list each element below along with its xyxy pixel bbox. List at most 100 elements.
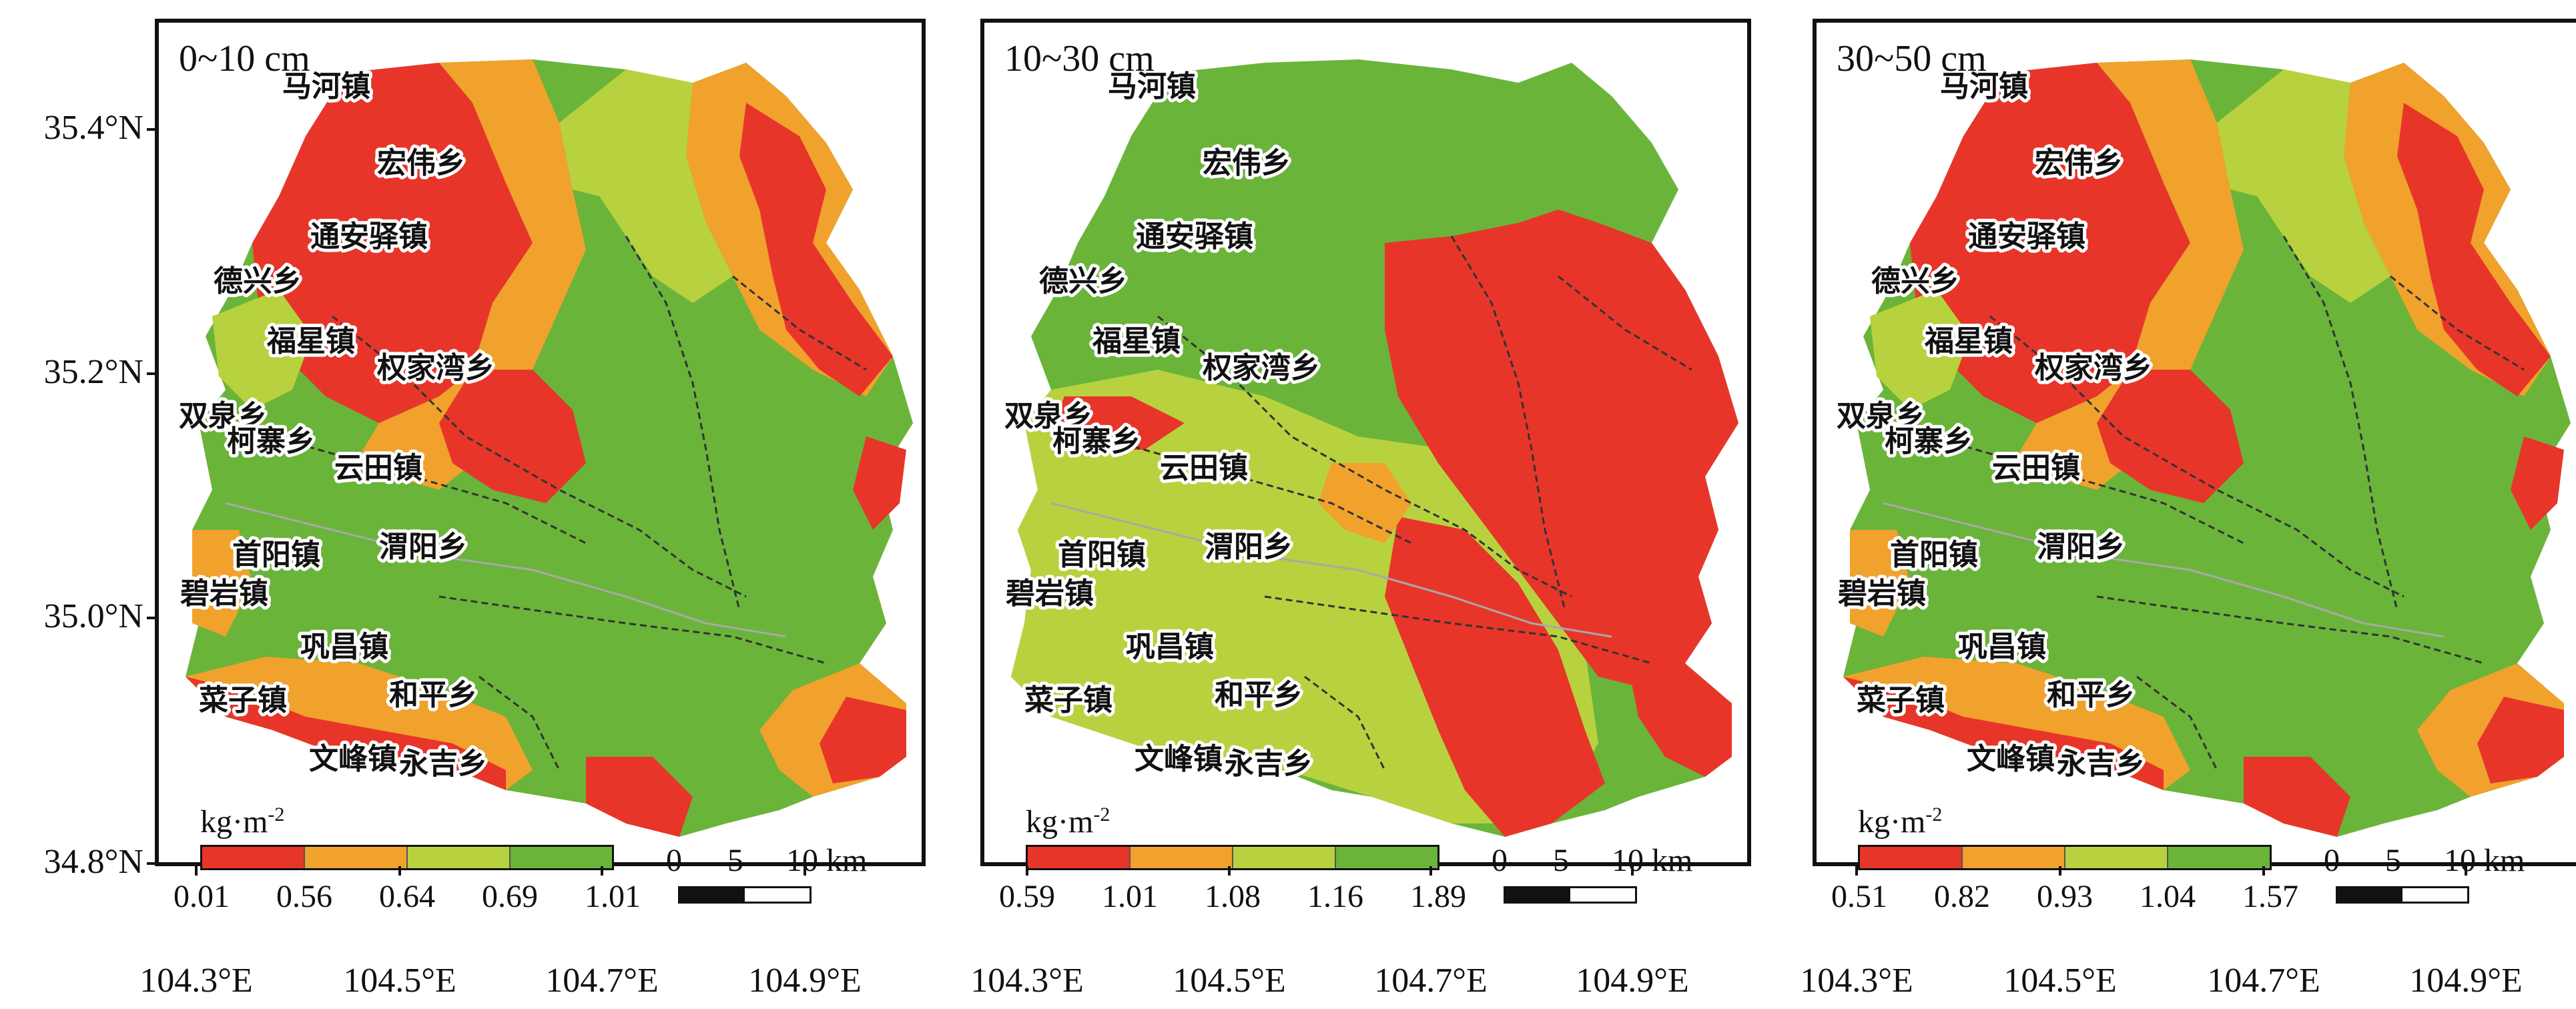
left-yellowgreen	[212, 290, 312, 410]
town-label: 通安驿镇	[310, 220, 428, 254]
x-tick-label: 104.3°E	[1800, 962, 1913, 1000]
scale-label-zero: 0	[666, 843, 682, 878]
legend-unit: kg·m-2	[1026, 803, 1110, 839]
town-label: 和平乡	[1215, 678, 1303, 712]
x-tick-mark	[398, 866, 401, 876]
scale-bar-graphic	[2336, 886, 2469, 904]
town-label: 碧岩镇	[180, 577, 268, 611]
high-density-zone	[252, 63, 533, 423]
town-label: 首阳镇	[1058, 538, 1146, 572]
legend-swatch-3	[1233, 847, 1336, 868]
river-line	[225, 502, 787, 638]
town-label: 双泉乡	[179, 399, 267, 433]
legend-swatch-3	[408, 847, 511, 868]
legend-swatch-2	[1131, 847, 1233, 868]
y-tick-label: 35.2°N	[43, 353, 143, 391]
river-line	[1883, 502, 2445, 638]
legend-swatch-4	[511, 847, 612, 868]
boundary-line	[1883, 236, 2525, 771]
bottom-mid-red	[2244, 757, 2350, 837]
legend-colorbar	[200, 845, 614, 870]
town-label: 永吉乡	[2057, 747, 2145, 781]
town-label: 宏伟乡	[1203, 146, 1291, 180]
map-panel-0-10cm: 马河镇 宏伟乡 通安驿镇 德兴乡 福星镇 权家湾乡 双泉乡 柯寨乡 云田镇 首阳…	[155, 19, 926, 914]
x-tick-mark	[1855, 866, 1858, 876]
x-tick-mark	[195, 866, 198, 876]
town-label: 巩昌镇	[300, 630, 388, 664]
legend-colorbar	[1858, 845, 2272, 870]
red-south-zone	[1385, 517, 1605, 837]
legend-swatch-1	[202, 847, 305, 868]
x-tick-label: 104.9°E	[2409, 962, 2523, 1000]
scale-label-ten: 10 km	[786, 843, 868, 878]
legend-tick: 0.56	[276, 879, 332, 914]
town-label: 云田镇	[1992, 451, 2080, 485]
upper-mid-zone	[2017, 59, 2244, 490]
red-southeast	[1625, 650, 1732, 777]
town-label: 柯寨乡	[1885, 424, 1973, 458]
river-line	[1050, 502, 1612, 638]
town-label: 巩昌镇	[1958, 630, 2046, 664]
soil-map-30-50cm: 马河镇 宏伟乡 通安驿镇 德兴乡 福星镇 权家湾乡 双泉乡 柯寨乡 云田镇 首阳…	[1833, 59, 2571, 837]
y-tick-label: 35.4°N	[43, 109, 143, 147]
legend-tick: 0.59	[999, 879, 1055, 914]
town-label: 宏伟乡	[377, 146, 465, 180]
red-east-zone	[1385, 210, 1738, 690]
x-tick-mark	[1631, 866, 1634, 876]
red-right-pocket	[2397, 103, 2551, 396]
legend-tick: 0.51	[1831, 879, 1887, 914]
town-label: 云田镇	[334, 451, 422, 485]
x-tick-mark	[1228, 866, 1231, 876]
scale-label-five: 5	[2385, 843, 2401, 878]
y-tick-label: 34.8°N	[43, 843, 143, 881]
x-tick-label: 104.7°E	[2207, 962, 2320, 1000]
x-tick-label: 104.5°E	[1173, 962, 1286, 1000]
town-label: 双泉乡	[1837, 399, 1925, 433]
y-tick-mark	[147, 862, 156, 865]
town-label: 德兴乡	[1871, 264, 1959, 298]
town-label: 永吉乡	[399, 747, 487, 781]
legend-tick: 1.01	[1102, 879, 1158, 914]
legend-tick: 1.08	[1205, 879, 1261, 914]
x-tick-mark	[803, 866, 806, 876]
legend-ticks: 0.59 1.01 1.08 1.16 1.89	[999, 878, 1466, 915]
orange-fringe	[1318, 463, 1411, 543]
bottom-right-red	[820, 697, 906, 783]
y-tick-mark	[147, 372, 156, 375]
town-label: 巩昌镇	[1126, 630, 1214, 664]
legend-ticks: 0.01 0.56 0.64 0.69 1.01	[174, 878, 641, 915]
town-label: 渭阳乡	[1205, 530, 1293, 564]
x-tick-label: 104.7°E	[1374, 962, 1488, 1000]
town-label: 柯寨乡	[227, 424, 315, 458]
town-label: 碧岩镇	[1838, 577, 1926, 611]
soil-map-10-30cm: 马河镇 宏伟乡 通安驿镇 德兴乡 福星镇 权家湾乡 双泉乡 柯寨乡 云田镇 首阳…	[1001, 59, 1738, 837]
town-label: 菜子镇	[1857, 683, 1945, 717]
legend-tick: 1.89	[1410, 879, 1466, 914]
y-tick-mark	[147, 128, 156, 131]
high-density-zone	[1910, 63, 2190, 423]
town-label: 柯寨乡	[1052, 424, 1141, 458]
legend-swatch-1	[1028, 847, 1131, 868]
x-tick-mark	[2262, 866, 2265, 876]
town-label: 文峰镇	[309, 742, 397, 776]
x-tick-label: 104.3°E	[139, 962, 253, 1000]
scale-label-five: 5	[727, 843, 743, 878]
legend-swatch-4	[1336, 847, 1437, 868]
depth-label: 30~50 cm	[1837, 38, 1987, 79]
y-tick-mark	[147, 617, 156, 619]
yellowgreen-band	[559, 69, 733, 303]
legend-ticks: 0.51 0.82 0.93 1.04 1.57	[1831, 878, 2298, 915]
scale-label-zero: 0	[1492, 843, 1508, 878]
bottom-mid-red	[586, 757, 693, 837]
red-belt-mid	[439, 370, 586, 503]
right-red-strip	[2511, 436, 2564, 530]
legend-tick: 1.04	[2140, 879, 2196, 914]
legend-swatch-2	[305, 847, 408, 868]
town-label: 马河镇	[282, 69, 370, 103]
x-tick-mark	[2059, 866, 2061, 876]
red-west-streaks	[1051, 396, 1185, 450]
town-label: 云田镇	[1160, 451, 1248, 485]
legend-tick: 0.64	[379, 879, 435, 914]
town-label: 权家湾乡	[1202, 351, 1320, 385]
scale-label-ten: 10 km	[1612, 843, 1693, 878]
